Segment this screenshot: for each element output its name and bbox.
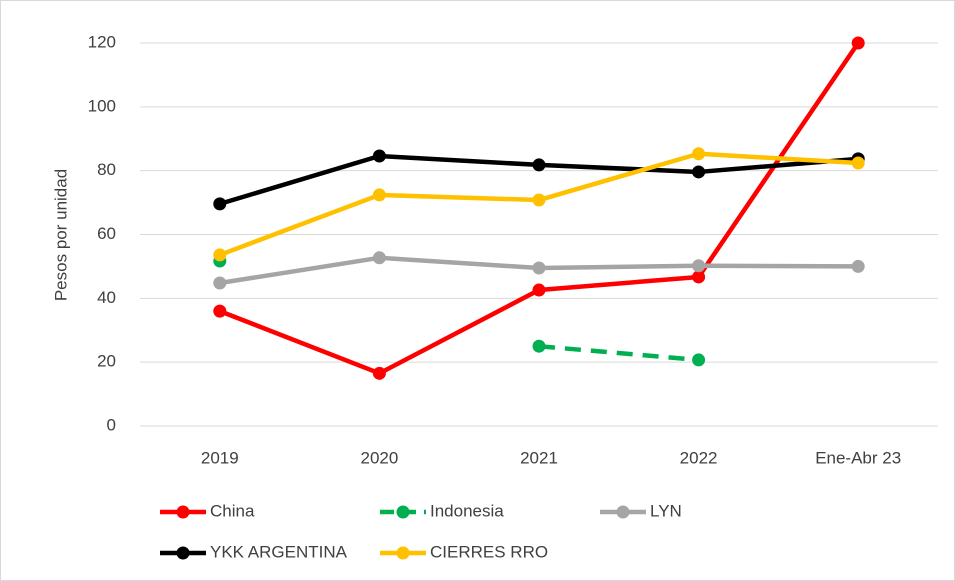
data-point (372, 188, 386, 202)
y-tick-label: 40 (97, 288, 116, 307)
legend-marker (176, 546, 190, 560)
data-point (851, 36, 865, 50)
data-point (532, 283, 546, 297)
data-point (213, 304, 227, 318)
legend-marker (396, 505, 410, 519)
data-point (532, 339, 546, 353)
data-point (372, 251, 386, 265)
data-point (532, 261, 546, 275)
data-point (692, 165, 706, 179)
data-point (692, 147, 706, 161)
x-tick-label: 2020 (360, 448, 398, 467)
y-tick-label: 80 (97, 160, 116, 179)
data-point (851, 156, 865, 170)
legend-marker (616, 505, 630, 519)
y-axis-label: Pesos por unidad (51, 169, 70, 301)
data-point (692, 353, 706, 367)
series-line (538, 343, 699, 363)
data-point (851, 259, 865, 273)
y-tick-label: 0 (107, 415, 116, 434)
data-point (532, 158, 546, 172)
y-tick-label: 120 (88, 32, 116, 51)
y-tick-label: 20 (97, 352, 116, 371)
legend-label: YKK ARGENTINA (210, 542, 348, 561)
x-tick-label: 2021 (520, 448, 558, 467)
legend-marker (396, 546, 410, 560)
data-point (692, 270, 706, 284)
x-tick-label: 2019 (201, 448, 239, 467)
data-point (532, 193, 546, 207)
data-point (213, 276, 227, 290)
y-tick-label: 100 (88, 96, 116, 115)
data-point (213, 248, 227, 262)
y-tick-label: 60 (97, 224, 116, 243)
legend-label: CIERRES RRO (430, 542, 548, 561)
data-point (372, 149, 386, 163)
legend-label: LYN (650, 501, 682, 520)
data-point (213, 197, 227, 211)
x-tick-label: Ene-Abr 23 (815, 448, 901, 467)
data-point (692, 259, 706, 273)
legend-label: China (210, 501, 255, 520)
data-point (372, 366, 386, 380)
legend-marker (176, 505, 190, 519)
x-tick-label: 2022 (680, 448, 718, 467)
legend-label: Indonesia (430, 501, 504, 520)
